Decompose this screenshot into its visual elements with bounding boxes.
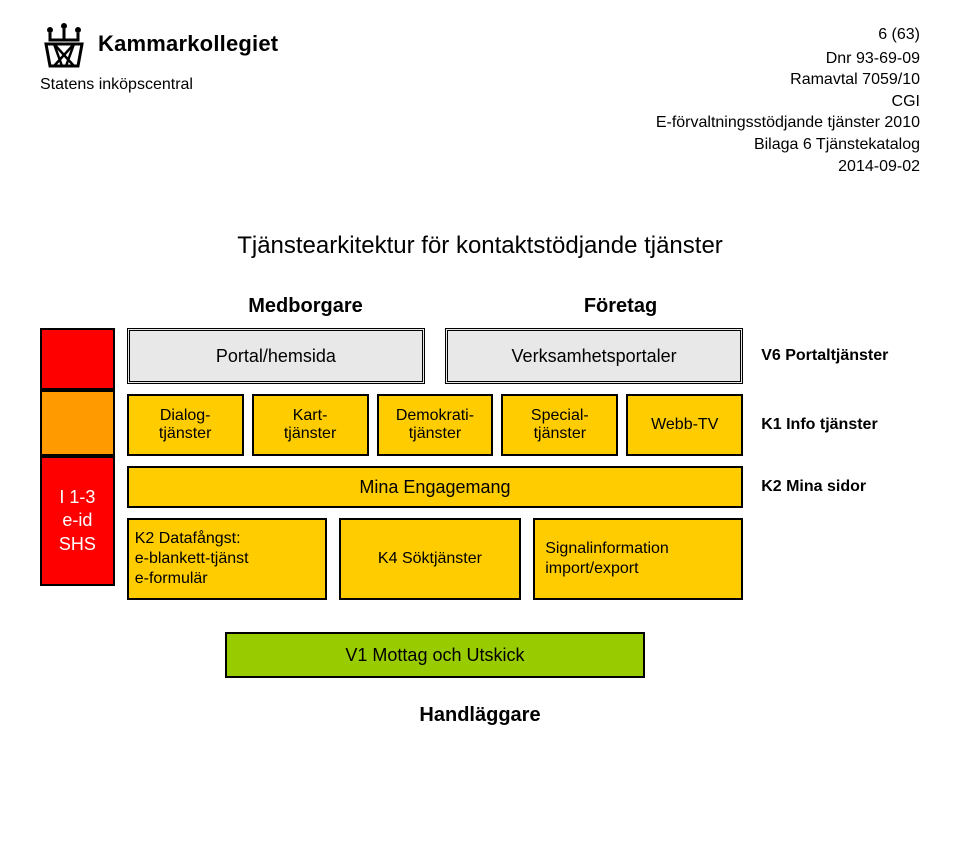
rail-label: I 1-3 e-id SHS [40,456,115,586]
rail-line: e-id [42,509,113,532]
webb-tv-box: Webb-TV [626,394,743,456]
datafangst-box: K2 Datafångst: e-blankett-tjänst e-formu… [127,518,327,600]
meta-line: CGI [656,91,920,113]
rail-orange [40,390,115,456]
right-label-minasidor: K2 Mina sidor [761,466,920,508]
demokrati-tjanster-box: Demokrati- tjänster [377,394,494,456]
audience-label-left: Medborgare [148,295,463,328]
audience-label-right: Företag [463,295,778,328]
org-logo-block: Kammarkollegiet [40,20,278,68]
right-label-info: K1 Info tjänster [761,394,920,456]
verksamhetsportaler-box: Verksamhetsportaler [445,328,743,384]
dialog-tjanster-box: Dialog- tjänster [127,394,244,456]
kart-tjanster-box: Kart- tjänster [252,394,369,456]
handlaggare-label: Handläggare [40,704,920,727]
doc-meta: 6 (63) Dnr 93-69-09 Ramavtal 7059/10 CGI… [656,24,920,177]
left-rail: I 1-3 e-id SHS [40,328,115,678]
rail-red-top [40,328,115,390]
signalinfo-box: Signalinformation import/export [533,518,743,600]
rail-line: I 1-3 [42,486,113,509]
kammarkollegiet-crest-icon [40,20,88,68]
portal-hemsida-box: Portal/hemsida [127,328,425,384]
diagram-title: Tjänstearkitektur för kontaktstödjande t… [40,232,920,260]
meta-line: E-förvaltningsstödjande tjänster 2010 [656,112,920,134]
meta-line: Ramavtal 7059/10 [656,69,920,91]
meta-line: Dnr 93-69-09 [656,48,920,70]
meta-line: Bilaga 6 Tjänstekatalog [656,134,920,156]
org-logo-text: Kammarkollegiet [98,31,278,57]
mina-engagemang-box: Mina Engagemang [127,466,743,508]
source-line: Statens inköpscentral [40,76,278,94]
soktjanster-box: K4 Söktjänster [339,518,521,600]
meta-line: 2014-09-02 [656,156,920,178]
right-label-portal: V6 Portaltjänster [761,328,920,384]
special-tjanster-box: Special- tjänster [501,394,618,456]
rail-line: SHS [42,533,113,556]
page-number: 6 (63) [656,24,920,46]
mottag-utskick-box: V1 Mottag och Utskick [225,632,645,678]
